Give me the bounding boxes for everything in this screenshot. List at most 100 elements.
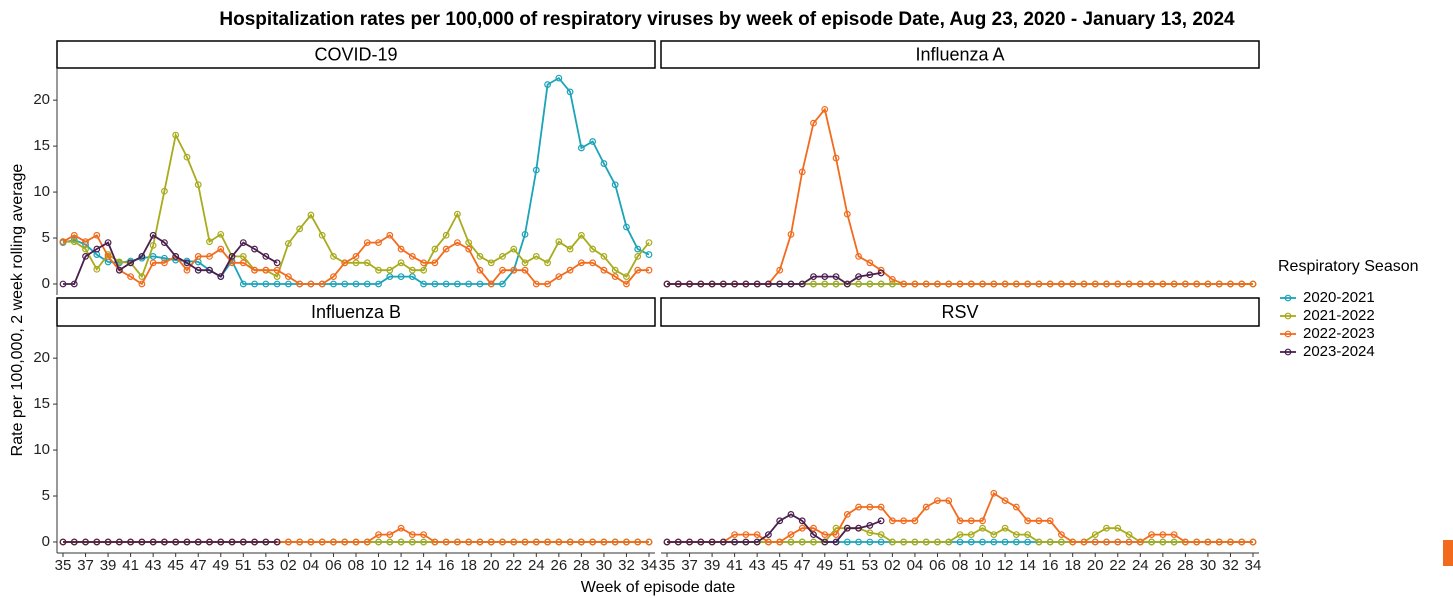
data-point: [82, 538, 89, 546]
data-point: [251, 280, 258, 288]
data-point: [798, 538, 806, 546]
data-point: [979, 524, 986, 532]
data-point: [499, 253, 506, 260]
x-tick-label: 49: [212, 557, 229, 574]
data-point: [70, 238, 78, 246]
data-point: [634, 253, 642, 260]
x-tick-label: 04: [907, 557, 924, 574]
data-point: [1069, 538, 1077, 546]
legend-marker: [1284, 348, 1292, 356]
data-point: [866, 522, 874, 529]
x-tick-label: 32: [618, 557, 635, 574]
data-point: [363, 280, 371, 288]
data-point: [454, 280, 461, 288]
data-point: [239, 239, 247, 247]
x-tick-label: 47: [794, 557, 811, 574]
data-point: [273, 259, 281, 267]
x-tick-label: 12: [393, 557, 410, 574]
data-point: [1046, 517, 1054, 525]
data-point: [979, 538, 986, 546]
data-point: [1204, 538, 1212, 546]
x-tick-label: 34: [1245, 557, 1262, 574]
data-point: [70, 231, 78, 239]
data-point: [183, 538, 191, 546]
data-point: [442, 538, 450, 546]
data-point: [555, 538, 563, 546]
data-point: [307, 538, 315, 546]
data-point: [990, 280, 998, 288]
data-point: [172, 131, 180, 139]
chart-title: Hospitalization rates per 100,000 of res…: [219, 9, 1235, 30]
data-point: [623, 538, 630, 546]
data-point: [341, 259, 349, 267]
data-point: [911, 517, 919, 525]
x-tick-label: 43: [749, 557, 766, 574]
data-point: [161, 259, 168, 267]
data-point: [341, 538, 349, 546]
data-point: [888, 275, 896, 283]
facet-title: RSV: [941, 302, 978, 322]
y-tick-label: 20: [33, 91, 50, 108]
data-point: [855, 524, 862, 532]
data-point: [251, 538, 258, 546]
data-point: [577, 231, 585, 239]
data-point: [810, 524, 817, 532]
data-point: [521, 259, 529, 267]
data-point: [934, 497, 941, 505]
data-point: [611, 181, 619, 189]
data-point: [194, 181, 202, 189]
x-tick-label: 20: [483, 557, 500, 574]
data-point: [1035, 538, 1043, 546]
legend-label: 2022-2023: [1303, 325, 1375, 342]
x-tick-label: 06: [325, 557, 342, 574]
data-point: [798, 280, 806, 288]
y-tick-label: 10: [33, 441, 50, 458]
data-point: [821, 280, 829, 288]
data-point: [634, 245, 642, 253]
data-point: [420, 531, 428, 539]
data-point: [765, 531, 772, 539]
x-tick-label: 14: [415, 557, 432, 574]
data-point: [979, 517, 986, 525]
data-point: [228, 253, 236, 260]
data-point: [900, 280, 908, 288]
data-point: [843, 210, 851, 218]
data-point: [877, 269, 885, 277]
data-point: [82, 245, 89, 253]
data-point: [352, 253, 360, 260]
data-point: [532, 538, 540, 546]
data-point: [832, 154, 840, 162]
data-point: [1001, 538, 1009, 546]
x-tick-label: 08: [348, 557, 365, 574]
data-point: [1159, 538, 1167, 546]
y-tick-label: 15: [33, 395, 50, 412]
side-tab: [1443, 540, 1453, 566]
data-point: [161, 187, 168, 195]
data-point: [645, 266, 653, 274]
data-point: [787, 531, 795, 539]
data-point: [532, 166, 540, 174]
data-point: [330, 273, 337, 281]
series-line: [62, 76, 650, 285]
data-point: [476, 266, 484, 274]
data-point: [697, 538, 705, 546]
data-point: [296, 538, 304, 546]
data-point: [589, 138, 597, 145]
data-point: [1170, 531, 1178, 539]
data-point: [566, 538, 574, 546]
data-point: [956, 280, 964, 288]
y-axis-title: Rate per 100,000, 2 week rolling average: [9, 164, 26, 457]
data-point: [634, 266, 642, 274]
data-point: [589, 259, 597, 267]
data-point: [1238, 538, 1246, 546]
data-point: [866, 259, 874, 267]
data-point: [1114, 280, 1122, 288]
data-point: [194, 538, 202, 546]
series-line: [63, 132, 650, 279]
data-point: [194, 253, 202, 260]
data-point: [956, 538, 964, 546]
x-tick-label: 02: [280, 557, 297, 574]
x-tick-label: 37: [681, 557, 698, 574]
data-point: [397, 538, 405, 546]
data-point: [206, 538, 213, 546]
